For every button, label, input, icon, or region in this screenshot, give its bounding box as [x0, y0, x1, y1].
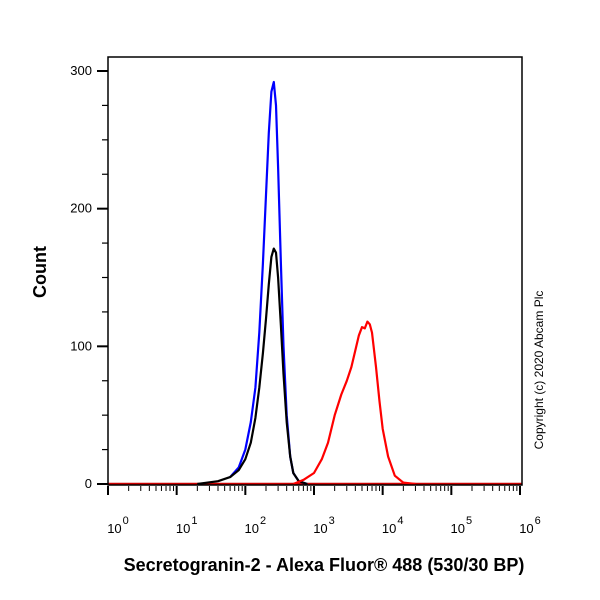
x-tick-label: 106: [519, 515, 541, 536]
y-tick-label: 200: [70, 201, 92, 216]
x-tick-label: 100: [107, 515, 129, 536]
y-tick-label: 0: [85, 476, 92, 491]
x-tick-label: 102: [245, 515, 267, 536]
y-tick-label: 100: [70, 338, 92, 353]
y-axis-label: Count: [30, 246, 50, 298]
x-tick-label: 104: [382, 515, 404, 536]
x-axis-label: Secretogranin-2 - Alexa Fluor® 488 (530/…: [124, 555, 525, 575]
x-tick-label: 105: [451, 515, 473, 536]
series-curve-2: [292, 320, 416, 486]
x-tick-label: 103: [313, 515, 335, 536]
y-tick-label: 300: [70, 63, 92, 78]
histogram-curves: [108, 80, 522, 486]
copyright-annotation: Copyright (c) 2020 Abcam Plc: [532, 291, 546, 450]
x-axis-ticks: 100 101 102 103 104 105 106: [107, 486, 541, 536]
x-tick-label: 101: [176, 515, 198, 536]
series-curve-1: [197, 247, 308, 486]
plot-frame: [107, 56, 523, 486]
y-axis-ticks: 0 100 200 300: [70, 63, 108, 491]
